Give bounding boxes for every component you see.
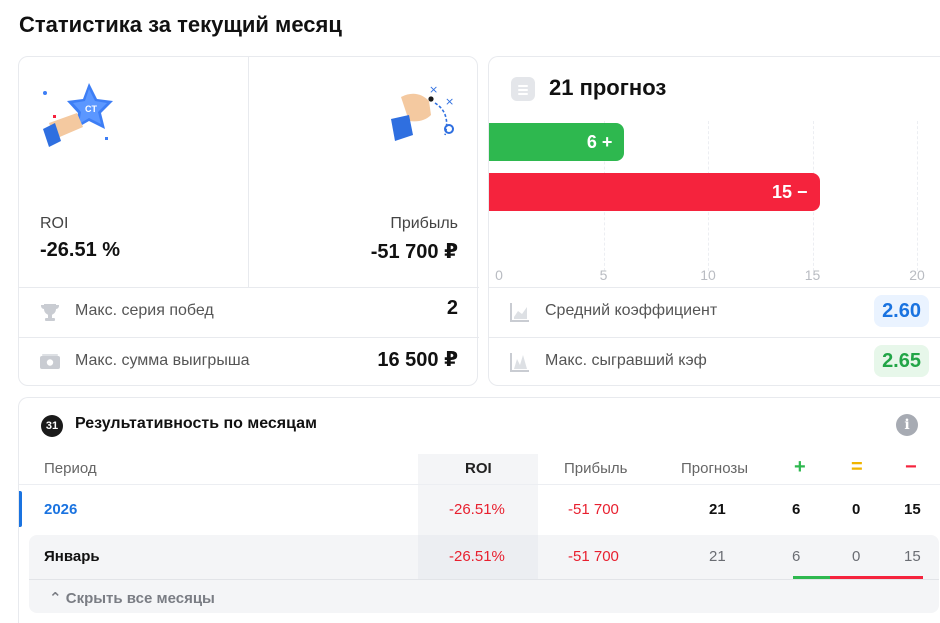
max-win-streak-label: Макс. серия побед — [75, 302, 214, 319]
page-title: Статистика за текущий месяц — [19, 12, 342, 37]
list-icon — [511, 77, 535, 101]
year-wins: 6 — [792, 501, 801, 518]
hide-all-months-link[interactable]: ⌃ Скрыть все месяцы — [49, 590, 215, 607]
loss-share-bar — [830, 576, 923, 579]
divider — [248, 57, 249, 287]
svg-text:×: × — [429, 83, 438, 96]
divider — [19, 337, 479, 338]
year-period[interactable]: 2026 — [44, 501, 78, 518]
roi-value: -26.51 % — [40, 239, 121, 261]
forecast-bar-chart: 0 5 10 15 20 6 + 15 − — [489, 121, 940, 291]
info-icon[interactable]: i — [896, 414, 918, 436]
month-draws: 0 — [852, 548, 861, 565]
month-profit: -51 700 — [568, 548, 619, 565]
win-share-bar — [793, 576, 830, 579]
roi-profit-panel: CT × × ROI -26.51 % Прибыль -51 700 ₽ — [19, 57, 479, 287]
calendar-icon: 31 — [41, 415, 63, 437]
chart-tick-label: 20 — [909, 267, 925, 283]
divider — [489, 287, 940, 288]
avg-coefficient-row: Средний коэффициент 2.60 — [489, 287, 940, 337]
max-played-coefficient-row: Макс. сыгравший кэф 2.65 — [489, 337, 940, 387]
svg-text:×: × — [445, 95, 454, 108]
year-forecasts: 21 — [709, 501, 726, 518]
col-header-profit[interactable]: Прибыль — [564, 460, 628, 477]
avg-coefficient-label: Средний коэффициент — [545, 302, 718, 319]
max-win-streak-row: Макс. серия побед 2 — [19, 287, 479, 337]
divider — [19, 484, 940, 485]
chart-tick-label: 0 — [495, 267, 503, 283]
roi-label: ROI — [40, 215, 69, 232]
forecast-card: 21 прогноз 0 5 10 15 20 6 + 15 − Средний коэфф… — [488, 56, 940, 386]
forecast-count-title: 21 прогноз — [549, 75, 667, 100]
max-played-coefficient-value: 2.65 — [874, 345, 929, 377]
month-period[interactable]: Январь — [44, 548, 100, 565]
max-win-amount-row: Макс. сумма выигрыша 16 500 ₽ — [19, 337, 479, 387]
col-header-period[interactable]: Период — [44, 460, 97, 477]
profit-value: -51 700 ₽ — [370, 241, 458, 263]
col-header-wins[interactable]: + — [794, 456, 806, 478]
chart-icon — [510, 303, 529, 322]
svg-text:CT: CT — [85, 104, 97, 114]
year-profit: -51 700 — [568, 501, 619, 518]
avg-coefficient-value: 2.60 — [874, 295, 929, 327]
divider — [19, 287, 479, 288]
chart-tick-label: 15 — [804, 267, 821, 283]
max-win-amount-label: Макс. сумма выигрыша — [75, 352, 250, 369]
divider — [29, 579, 939, 580]
month-wins: 6 — [792, 548, 801, 565]
trophy-icon — [41, 304, 59, 321]
summary-card: CT × × ROI -26.51 % Прибыль -51 700 ₽ — [18, 56, 479, 387]
tactics-hand-illustration-icon: × × — [391, 83, 454, 141]
max-win-streak-value: 2 — [446, 297, 458, 319]
chart-tick-label: 5 — [599, 267, 608, 283]
cash-icon — [40, 354, 60, 369]
divider — [489, 337, 940, 338]
peak-chart-icon — [510, 353, 529, 372]
chart-bar-loss: 15 − — [489, 173, 820, 211]
roi-column-highlight — [418, 535, 538, 580]
chart-bar-win: 6 + — [489, 123, 625, 161]
month-roi: -26.51% — [449, 548, 505, 565]
year-roi: -26.51% — [449, 501, 505, 518]
profit-label: Прибыль — [390, 215, 458, 232]
year-losses: 15 — [904, 501, 921, 518]
star-trophy-illustration-icon: CT — [43, 83, 113, 147]
chart-tick-label: 10 — [700, 267, 716, 283]
col-header-forecasts[interactable]: Прогнозы — [681, 460, 749, 477]
chart-gridline — [917, 121, 918, 271]
monthly-performance-title: Результативность по месяцам — [75, 415, 317, 432]
col-header-losses[interactable]: − — [905, 456, 917, 478]
selected-row-marker — [19, 491, 22, 527]
monthly-performance-card: 31 Результативность по месяцам i Период … — [18, 397, 940, 623]
year-draws: 0 — [852, 501, 861, 518]
col-header-draws[interactable]: = — [851, 456, 863, 478]
max-win-amount-value: 16 500 ₽ — [377, 349, 458, 371]
month-losses: 15 — [904, 548, 921, 565]
max-played-coefficient-label: Макс. сыгравший кэф — [545, 352, 707, 369]
month-forecasts: 21 — [709, 548, 726, 565]
col-header-roi[interactable]: ROI — [465, 460, 492, 477]
